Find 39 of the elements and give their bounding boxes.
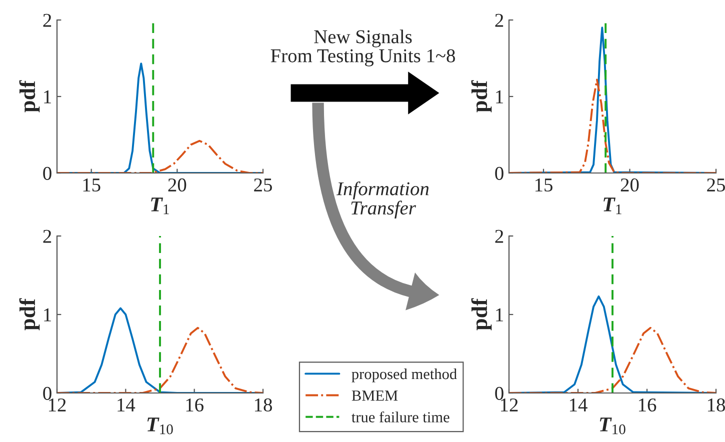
legend-label: BMEM (352, 390, 398, 401)
x-axis-title: T$_{1}$ (604, 198, 622, 214)
x-tick-label: 12 (48, 398, 66, 412)
y-tick-label: 0 (495, 166, 504, 180)
x-tick-label: 20 (620, 178, 639, 192)
y-axis-title: pdf (19, 80, 40, 112)
y-tick-label: 1 (44, 308, 51, 322)
y-tick-label: 0 (495, 386, 504, 400)
y-tick-label: 1 (496, 308, 503, 322)
x-tick-label: 12 (500, 398, 518, 412)
x-tick-label: 20 (168, 178, 186, 192)
x-tick-label: 15 (83, 178, 100, 192)
y-axis-title: pdf (19, 298, 40, 330)
x-tick-label: 14 (118, 398, 136, 412)
x-tick-label: 16 (186, 398, 204, 412)
y-tick-label: 0 (43, 166, 52, 180)
x-tick-label: 15 (535, 178, 552, 192)
x-tick-label: 25 (254, 178, 272, 192)
x-tick-label: 16 (638, 398, 656, 412)
x-axis-title: T$_{10}$ (600, 418, 626, 434)
y-tick-label: 0 (43, 386, 52, 400)
x-tick-label: 25 (707, 178, 725, 192)
x-axis-title: T$_{1}$ (151, 198, 169, 214)
x-tick-label: 14 (570, 398, 588, 412)
y-tick-label: 1 (496, 90, 503, 104)
y-axis-title: pdf (471, 298, 492, 330)
y-tick-label: 2 (43, 14, 52, 27)
y-tick-label: 2 (43, 230, 52, 243)
text: New Signals From Testing Units 1~8 (270, 30, 455, 66)
x-tick-label: 18 (708, 398, 725, 412)
y-axis-title: pdf (471, 80, 492, 112)
legend-label: proposed method (352, 368, 457, 382)
y-tick-label: 2 (495, 230, 504, 243)
text: Information Transfer (336, 181, 429, 219)
y-tick-label: 2 (495, 14, 504, 27)
x-axis-title: T$_{10}$ (147, 418, 173, 434)
x-tick-label: 18 (254, 398, 272, 412)
legend-label: true failure time (352, 411, 450, 422)
y-tick-label: 1 (44, 90, 51, 104)
